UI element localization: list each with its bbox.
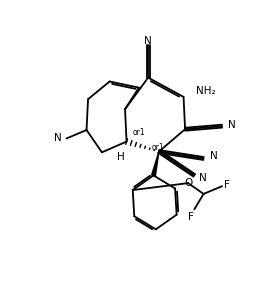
Text: or1: or1 <box>133 128 145 137</box>
Text: N: N <box>54 133 62 143</box>
Text: N: N <box>199 173 207 183</box>
Text: N: N <box>228 120 236 130</box>
Text: F: F <box>188 212 194 222</box>
Text: H: H <box>117 152 124 162</box>
Text: O: O <box>184 178 192 188</box>
Text: N: N <box>210 151 217 161</box>
Text: F: F <box>224 180 229 190</box>
Text: or1: or1 <box>151 143 164 152</box>
Text: N: N <box>144 36 152 46</box>
Polygon shape <box>152 151 159 176</box>
Text: NH₂: NH₂ <box>196 86 215 96</box>
